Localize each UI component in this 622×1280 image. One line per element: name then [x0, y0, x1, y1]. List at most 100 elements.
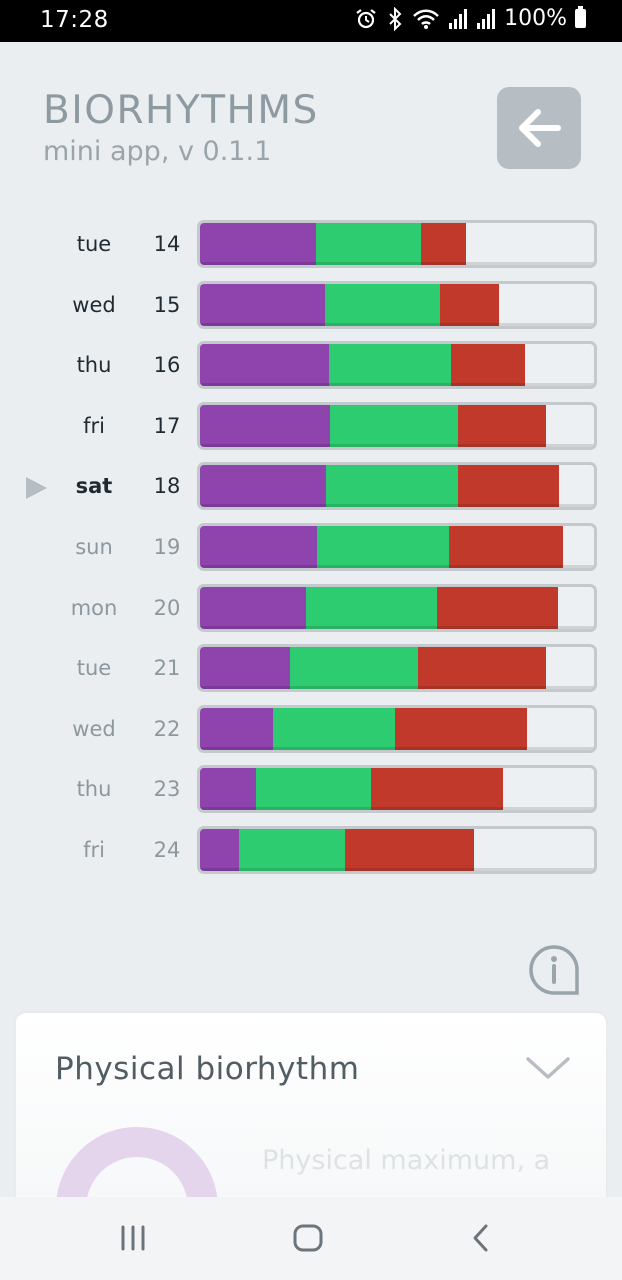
signal-icon: [448, 8, 468, 30]
row-date: 16: [153, 353, 181, 377]
biorhythm-row[interactable]: fri 17: [0, 402, 622, 454]
intellectual-segment: [449, 526, 563, 568]
physical-biorhythm-panel: Physical biorhythm Physical maximum, a: [16, 1013, 606, 1223]
emotional-segment: [325, 284, 440, 326]
intellectual-segment: [417, 647, 546, 689]
panel-toggle-button[interactable]: [524, 1049, 572, 1085]
biorhythm-row[interactable]: tue 14: [0, 220, 622, 272]
row-day: sun: [75, 535, 113, 559]
row-date: 24: [153, 838, 181, 862]
emotional-segment: [239, 829, 345, 871]
row-day: thu: [76, 353, 112, 377]
info-circle-icon: [529, 945, 579, 995]
physical-segment: [200, 405, 331, 447]
biorhythm-bar: [197, 220, 597, 268]
physical-segment: [200, 344, 330, 386]
row-day: tue: [76, 656, 112, 680]
biorhythm-bar: [197, 705, 597, 753]
current-day-pointer-icon: [26, 477, 47, 499]
home-button[interactable]: [292, 1221, 324, 1259]
physical-segment: [200, 647, 290, 689]
row-day: wed: [72, 293, 116, 317]
row-date: 19: [153, 535, 181, 559]
nav-back-icon: [473, 1224, 488, 1252]
app-subtitle: mini app, v 0.1.1: [43, 136, 272, 167]
wifi-icon: [412, 7, 440, 31]
arrow-left-icon: [519, 109, 561, 147]
physical-segment: [200, 708, 273, 750]
biorhythm-row[interactable]: sat 18: [0, 462, 622, 514]
emotional-segment: [316, 223, 421, 265]
intellectual-segment: [395, 708, 527, 750]
row-day: tue: [76, 232, 112, 256]
biorhythm-row[interactable]: thu 23: [0, 765, 622, 817]
physical-segment: [200, 526, 318, 568]
emotional-segment: [317, 526, 450, 568]
row-date: 20: [153, 596, 181, 620]
biorhythm-row[interactable]: sun 19: [0, 523, 622, 575]
nav-back-button[interactable]: [468, 1221, 494, 1259]
biorhythm-bar: [197, 523, 597, 571]
row-day: fri: [83, 838, 105, 862]
row-day: fri: [83, 414, 105, 438]
biorhythm-row[interactable]: tue 21: [0, 644, 622, 696]
biorhythm-bar: [197, 462, 597, 510]
emotional-segment: [289, 647, 418, 689]
biorhythm-bar: [197, 584, 597, 632]
panel-description: Physical maximum, a: [262, 1145, 551, 1176]
biorhythm-bar: [197, 826, 597, 874]
physical-segment: [200, 465, 327, 507]
intellectual-segment: [458, 405, 546, 447]
row-date: 18: [153, 474, 181, 498]
recents-button[interactable]: [118, 1221, 148, 1259]
biorhythm-row[interactable]: thu 16: [0, 341, 622, 393]
physical-segment: [200, 284, 326, 326]
row-day: sat: [75, 474, 113, 498]
row-day: thu: [76, 777, 112, 801]
biorhythm-row[interactable]: wed 15: [0, 281, 622, 333]
biorhythm-bar: [197, 402, 597, 450]
bluetooth-icon: [386, 6, 404, 31]
biorhythm-bar: [197, 281, 597, 329]
biorhythm-bar: [197, 644, 597, 692]
chevron-down-icon: [526, 1057, 570, 1079]
biorhythm-row[interactable]: wed 22: [0, 705, 622, 757]
status-icons: 100%: [354, 6, 586, 31]
physical-segment: [200, 223, 317, 265]
recents-icon: [121, 1225, 145, 1251]
row-date: 14: [153, 232, 181, 256]
intellectual-segment: [439, 284, 499, 326]
biorhythm-bar: [197, 341, 597, 389]
row-date: 23: [153, 777, 181, 801]
home-icon: [293, 1224, 323, 1252]
intellectual-segment: [344, 829, 475, 871]
battery-icon: [575, 6, 586, 28]
biorhythm-row[interactable]: mon 20: [0, 584, 622, 636]
row-date: 22: [153, 717, 181, 741]
emotional-segment: [329, 344, 452, 386]
intellectual-segment: [420, 223, 466, 265]
biorhythm-row[interactable]: fri 24: [0, 826, 622, 878]
row-date: 15: [153, 293, 181, 317]
physical-segment: [200, 587, 306, 629]
emotional-segment: [256, 768, 371, 810]
physical-segment: [200, 829, 240, 871]
emotional-segment: [305, 587, 437, 629]
physical-segment: [200, 768, 257, 810]
row-date: 17: [153, 414, 181, 438]
intellectual-segment: [451, 344, 526, 386]
row-day: mon: [70, 596, 118, 620]
app-title: BIORHYTHMS: [43, 88, 319, 133]
battery-percent: 100%: [504, 6, 567, 31]
intellectual-segment: [436, 587, 559, 629]
nav-bar: [0, 1197, 622, 1280]
info-button[interactable]: [528, 944, 580, 996]
row-day: wed: [72, 717, 116, 741]
biorhythm-bar: [197, 765, 597, 813]
alarm-icon: [354, 7, 378, 31]
intellectual-segment: [458, 465, 559, 507]
back-button[interactable]: [497, 87, 581, 169]
row-date: 21: [153, 656, 181, 680]
status-time: 17:28: [40, 7, 109, 33]
signal-icon: [476, 8, 496, 30]
